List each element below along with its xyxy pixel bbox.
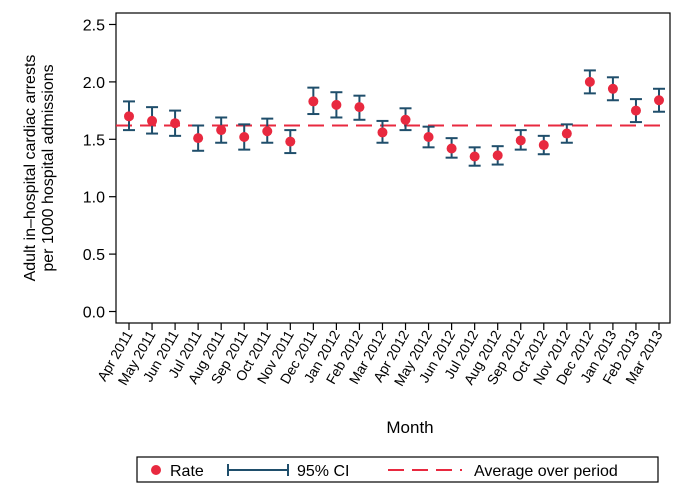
y-tick-label: 1.0: [83, 190, 105, 207]
y-ticks: 0.0 0.5 1.0 1.5 2.0 2.5: [83, 17, 116, 322]
y-tick-label: 1.5: [83, 132, 105, 149]
legend-ci-label: 95% CI: [297, 463, 349, 480]
rate-point: [354, 102, 365, 113]
x-axis-title: Month: [386, 418, 433, 437]
legend-average-label: Average over period: [474, 463, 618, 480]
y-axis-title-line: per 1000 hospital admissions: [40, 64, 57, 271]
rate-point: [400, 114, 411, 125]
y-axis-title-line: Adult in–hospital cardiac arrests: [22, 55, 39, 282]
legend: Rate 95% CI Average over period: [136, 456, 659, 483]
rate-point: [515, 135, 526, 146]
rate-point: [124, 111, 134, 122]
rate-point: [607, 83, 618, 94]
rate-point: [285, 136, 296, 147]
rate-point: [331, 99, 342, 110]
rate-point: [308, 96, 319, 107]
rate-point: [492, 150, 503, 161]
rate-point: [654, 95, 664, 106]
rate-point: [262, 126, 273, 137]
rate-point: [377, 127, 388, 138]
rate-points-layer: [124, 76, 664, 162]
rate-point: [630, 105, 641, 116]
legend-rate-marker: [151, 465, 161, 475]
legend-rate-label: Rate: [170, 463, 204, 480]
y-tick-label: 2.5: [83, 17, 105, 34]
ci-layer: [123, 69, 665, 167]
rate-point: [561, 128, 572, 139]
y-tick-label: 0.0: [83, 305, 105, 322]
rate-point: [423, 132, 434, 142]
y-tick-label: 0.5: [83, 247, 105, 264]
rate-point: [216, 125, 227, 136]
rate-point: [538, 140, 549, 151]
axes: [115, 12, 671, 324]
rate-point: [193, 133, 204, 144]
y-axis-title: Adult in–hospital cardiac arrests per 100…: [22, 55, 57, 282]
y-tick-label: 2.0: [83, 75, 105, 92]
rate-point: [170, 118, 181, 129]
rate-point: [239, 132, 250, 142]
plot-frame: [115, 12, 671, 324]
rate-point: [147, 115, 158, 126]
rate-point: [469, 151, 480, 162]
rate-point: [446, 143, 457, 154]
rate-point: [584, 76, 595, 87]
